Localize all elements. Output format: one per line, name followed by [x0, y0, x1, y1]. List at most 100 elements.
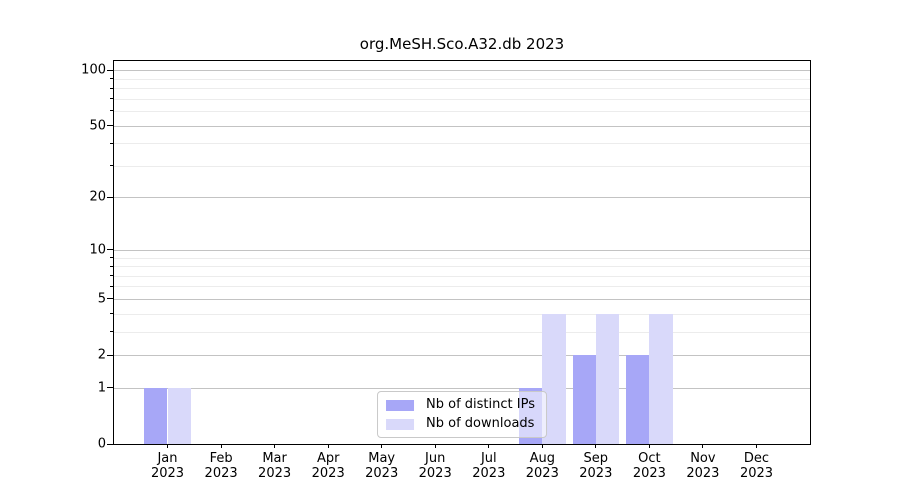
gridlines-layer	[114, 61, 810, 444]
bar-nb-of-downloads-jan	[167, 387, 191, 444]
y-minor-tick-30	[110, 165, 113, 167]
x-tick-label-dec: Dec 2023	[740, 451, 773, 481]
x-tick-label-oct: Oct 2023	[633, 451, 666, 481]
y-minor-tick-7	[110, 275, 113, 276]
y-tick-1	[107, 387, 113, 389]
gridline-minor-6	[114, 286, 810, 288]
x-tick-month: Jun	[425, 451, 446, 466]
x-tick-may	[381, 444, 383, 448]
plot-area: Nb of distinct IPs Nb of downloads	[113, 60, 811, 445]
x-tick-month: May	[368, 451, 396, 466]
x-tick-oct	[648, 444, 650, 448]
gridline-minor-30	[114, 165, 810, 167]
x-tick-month: Nov	[690, 451, 716, 466]
y-tick-label-20: 20	[89, 189, 106, 205]
x-tick-year: 2023	[204, 466, 238, 481]
x-tick-mar	[274, 444, 276, 448]
x-tick-dec	[756, 444, 757, 448]
y-tick-50	[107, 125, 113, 126]
x-tick-month: Sep	[583, 451, 609, 466]
gridline-minor-80	[114, 88, 810, 89]
gridline-minor-3	[114, 331, 810, 333]
bar-nb-of-distinct-ips-jan	[144, 387, 168, 444]
y-tick-10	[107, 249, 113, 251]
x-tick-year: 2023	[311, 466, 345, 481]
x-tick-month: Dec	[743, 451, 770, 466]
y-tick-2	[107, 354, 113, 356]
x-tick-year: 2023	[632, 466, 666, 481]
x-tick-year: 2023	[686, 466, 720, 481]
x-tick-apr	[327, 444, 329, 448]
x-tick-year: 2023	[472, 466, 506, 481]
x-tick-month: Feb	[209, 451, 233, 466]
x-tick-month: Oct	[638, 451, 661, 466]
x-tick-jun	[434, 444, 436, 448]
legend-label-downloads: Nb of downloads	[426, 416, 535, 431]
gridline-minor-9	[114, 257, 810, 259]
x-tick-year: 2023	[418, 466, 452, 481]
y-minor-tick-70	[110, 98, 113, 100]
legend-swatch-distinct-ips	[386, 399, 415, 411]
gridline-minor-40	[114, 143, 810, 145]
x-tick-label-jun: Jun 2023	[419, 451, 452, 481]
legend-item-distinct-ips: Nb of distinct IPs	[386, 398, 535, 412]
gridline-major-2	[114, 355, 810, 356]
x-tick-label-may: May 2023	[365, 451, 398, 481]
x-tick-month: Apr	[316, 451, 340, 466]
x-tick-feb	[220, 444, 222, 448]
y-minor-tick-60	[110, 110, 113, 112]
legend-label-distinct-ips: Nb of distinct IPs	[426, 397, 535, 412]
gridline-minor-70	[114, 98, 810, 100]
x-tick-year: 2023	[258, 466, 292, 481]
y-tick-label-1: 1	[97, 380, 106, 396]
gridline-major-5	[114, 298, 810, 300]
y-minor-tick-4	[110, 313, 113, 315]
y-minor-tick-90	[110, 78, 113, 79]
gridline-minor-90	[114, 78, 810, 80]
y-tick-label-2: 2	[97, 347, 106, 363]
gridline-minor-7	[114, 275, 810, 277]
y-minor-tick-80	[110, 87, 113, 89]
bar-nb-of-distinct-ips-oct	[626, 355, 650, 444]
bars-layer	[114, 61, 810, 444]
y-minor-tick-40	[110, 142, 113, 144]
x-tick-month: Jan	[157, 451, 178, 466]
x-tick-label-feb: Feb 2023	[205, 451, 238, 481]
x-tick-year: 2023	[579, 466, 613, 481]
y-tick-0	[107, 443, 113, 445]
y-tick-label-5: 5	[97, 291, 106, 307]
gridline-major-10	[114, 249, 810, 251]
x-tick-label-jan: Jan 2023	[151, 451, 184, 481]
chart-title: org.MeSH.Sco.A32.db 2023	[359, 35, 565, 53]
x-tick-month: Mar	[262, 451, 287, 466]
bar-nb-of-downloads-sep	[595, 313, 620, 444]
bar-nb-of-downloads-aug	[542, 313, 566, 444]
gridline-major-50	[114, 125, 810, 127]
x-tick-label-aug: Aug 2023	[526, 451, 559, 481]
y-minor-tick-8	[110, 265, 113, 267]
legend: Nb of distinct IPs Nb of downloads	[377, 391, 547, 438]
x-tick-label-nov: Nov 2023	[686, 451, 719, 481]
legend-swatch-downloads	[386, 418, 415, 430]
x-tick-label-jul: Jul 2023	[472, 451, 505, 481]
y-minor-tick-3	[110, 331, 113, 333]
x-tick-month: Aug	[529, 451, 555, 466]
y-tick-label-10: 10	[89, 242, 106, 258]
y-tick-label-50: 50	[89, 118, 106, 133]
y-tick-label-100: 100	[81, 62, 106, 78]
y-minor-tick-6	[110, 285, 113, 287]
x-tick-jan	[167, 444, 168, 448]
x-tick-year: 2023	[150, 466, 185, 481]
gridline-minor-4	[114, 313, 810, 315]
gridline-major-1	[114, 387, 810, 389]
x-tick-label-mar: Mar 2023	[258, 451, 291, 481]
y-tick-label-0: 0	[97, 436, 106, 452]
x-tick-year: 2023	[739, 466, 774, 481]
bar-nb-of-downloads-oct	[649, 313, 673, 444]
x-tick-year: 2023	[365, 466, 399, 481]
x-tick-jul	[488, 444, 490, 448]
bar-nb-of-distinct-ips-sep	[572, 355, 596, 444]
y-tick-100	[107, 69, 113, 71]
gridline-major-20	[114, 197, 810, 199]
